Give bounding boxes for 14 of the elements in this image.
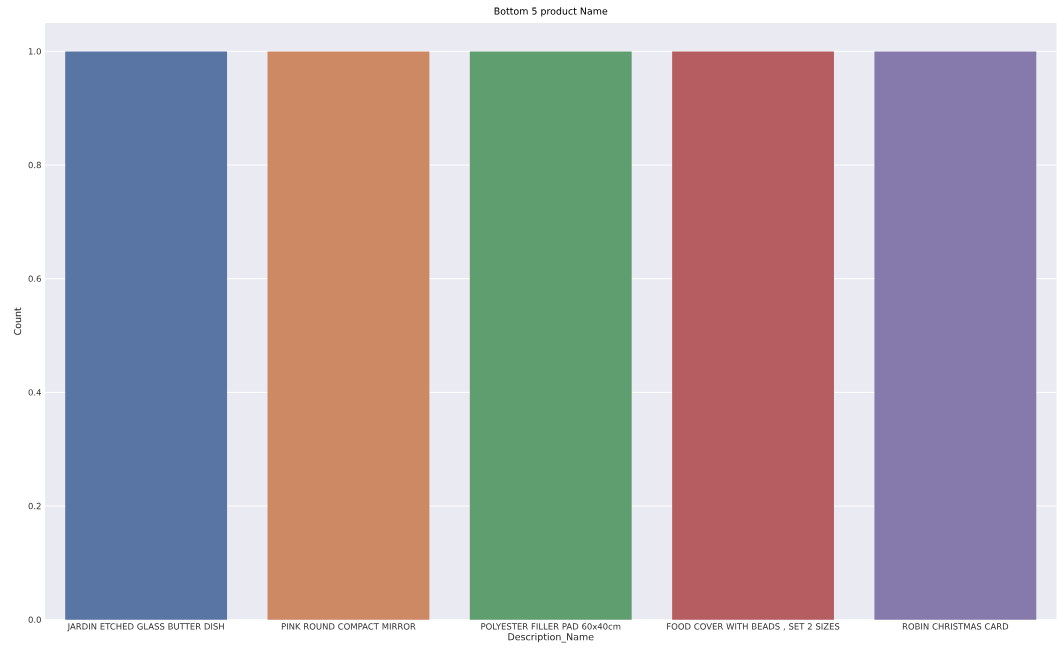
x-tick-label: ROBIN CHRISTMAS CARD [902,623,1009,630]
y-tick-label: 1.0 [28,48,41,55]
y-tick-label: 0.2 [28,503,41,510]
x-tick-label: PINK ROUND COMPACT MIRROR [281,623,416,630]
y-axis-title: Count [14,307,22,336]
x-axis-title: Description_Name [508,633,594,643]
y-tick-label: 0.6 [28,275,41,283]
x-tick-label: JARDIN ETCHED GLASS BUTTER DISH [67,623,224,632]
x-tick-label: POLYESTER FILLER PAD 60x40cm [481,623,621,630]
chart-title: Bottom 5 product Name [494,7,608,17]
y-tick-label: 0.4 [28,389,41,396]
x-tick-label: FOOD COVER WITH BEADS , SET 2 SIZES [667,623,840,631]
y-tick-label: 0.8 [28,162,41,169]
y-tick-label: 0.0 [28,616,41,624]
